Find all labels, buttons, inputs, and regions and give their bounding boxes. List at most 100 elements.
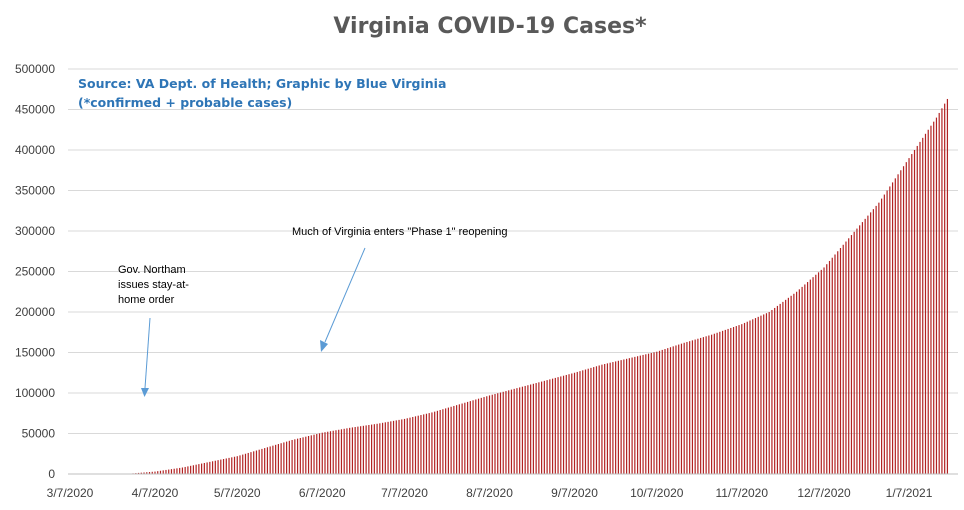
chart-title: Virginia COVID-19 Cases*	[333, 14, 647, 39]
bar	[730, 327, 732, 474]
y-tick-label: 200000	[15, 305, 55, 319]
bar	[538, 382, 540, 474]
bar	[168, 469, 170, 474]
bar	[771, 309, 773, 474]
bar	[266, 447, 269, 474]
bar	[499, 392, 502, 474]
bar	[313, 434, 315, 474]
bar	[181, 467, 184, 474]
bar	[848, 238, 850, 474]
x-axis-ticks: 3/7/2020 4/7/2020 5/7/2020 6/7/2020 7/7/2020…	[47, 486, 933, 500]
bar	[516, 388, 518, 474]
bar	[752, 319, 754, 474]
bar	[288, 440, 290, 474]
bar	[746, 321, 748, 474]
bar	[233, 456, 236, 474]
bar	[705, 336, 707, 474]
bar	[401, 419, 403, 474]
bar	[837, 251, 839, 474]
bar	[264, 448, 266, 474]
bar	[839, 248, 842, 474]
bar	[579, 371, 581, 474]
bar	[354, 427, 356, 474]
bar	[661, 349, 663, 474]
bar	[445, 408, 447, 474]
bar	[318, 433, 321, 474]
x-tick-label: 7/7/2020	[381, 486, 428, 500]
bar	[782, 301, 784, 474]
bar	[763, 314, 765, 474]
bar	[702, 337, 704, 474]
bar	[217, 460, 219, 474]
bar	[513, 388, 515, 474]
bar	[228, 457, 230, 474]
bar	[689, 341, 691, 474]
bar	[436, 410, 439, 474]
annotation-stay-at-home-line-1: Gov. Northam	[118, 264, 186, 276]
bar	[277, 444, 279, 474]
bar	[146, 472, 148, 474]
bar	[269, 446, 271, 474]
annotation-stay-at-home-arrowhead	[141, 388, 149, 397]
bar	[560, 376, 562, 474]
bar	[809, 279, 811, 474]
bar	[510, 389, 513, 474]
y-tick-label: 300000	[15, 224, 55, 238]
bar	[239, 455, 241, 474]
bar	[749, 320, 751, 474]
bar	[798, 289, 800, 474]
bar	[719, 331, 721, 474]
bar	[897, 174, 899, 475]
bar	[612, 362, 614, 474]
bar	[601, 364, 603, 474]
bar	[530, 384, 532, 474]
bar	[576, 371, 578, 474]
bar	[296, 438, 299, 474]
bar	[546, 380, 548, 474]
bar	[856, 228, 858, 474]
bar	[420, 415, 422, 474]
bar	[571, 373, 573, 474]
bar	[392, 420, 395, 474]
bar	[280, 443, 282, 474]
bar	[631, 357, 633, 474]
bar	[456, 405, 458, 474]
bar	[519, 387, 521, 474]
bar	[157, 471, 159, 474]
bar	[793, 293, 795, 474]
y-tick-label: 100000	[15, 386, 55, 400]
bar	[582, 370, 584, 474]
bar	[911, 154, 913, 475]
bar	[672, 346, 674, 474]
bar	[137, 472, 140, 474]
bar	[480, 397, 482, 474]
bar	[905, 162, 907, 474]
bar	[231, 457, 233, 474]
bar	[321, 432, 323, 474]
bar	[615, 361, 617, 474]
y-tick-label: 150000	[15, 346, 55, 360]
y-tick-label: 350000	[15, 184, 55, 198]
x-tick-label: 3/7/2020	[47, 486, 94, 500]
y-tick-label: 0	[48, 467, 55, 481]
x-tick-label: 12/7/2020	[797, 486, 851, 500]
x-tick-label: 6/7/2020	[299, 486, 346, 500]
bar	[930, 125, 932, 474]
bar	[214, 460, 216, 474]
bar	[626, 358, 628, 474]
bar	[606, 363, 609, 474]
bar	[557, 377, 559, 474]
bar	[527, 385, 529, 474]
bar	[335, 430, 337, 474]
y-tick-label: 500000	[15, 62, 55, 76]
bar	[469, 401, 471, 474]
bar	[458, 404, 460, 474]
bar	[598, 365, 600, 474]
y-axis-ticks: 0 50000 100000 150000 200000 250000 300000 3500…	[15, 62, 55, 481]
bar	[351, 427, 354, 474]
bar	[664, 349, 666, 474]
bar	[828, 260, 831, 474]
bar	[236, 456, 238, 474]
bar	[823, 267, 825, 474]
bar	[461, 403, 463, 474]
